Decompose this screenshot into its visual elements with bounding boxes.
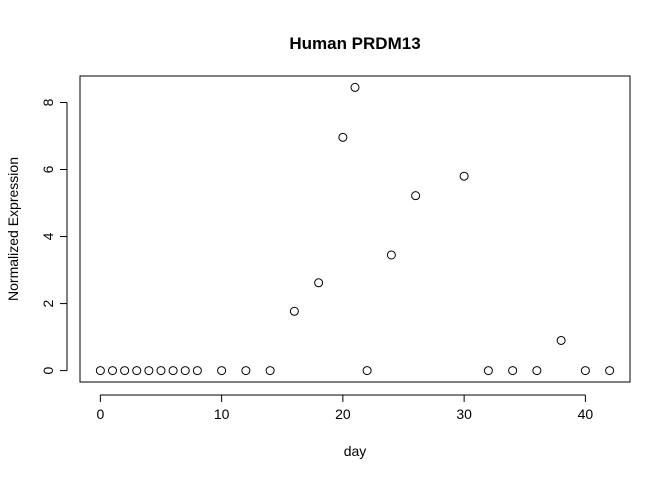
y-tick-label: 8	[40, 98, 56, 106]
x-axis: 0 10 20 30 40	[96, 394, 594, 422]
data-point	[168, 366, 178, 376]
x-tick-label: 10	[214, 406, 230, 422]
y-tick-label: 0	[40, 367, 56, 375]
data-point	[156, 366, 166, 376]
y-tick-label: 2	[40, 299, 56, 307]
data-point	[362, 366, 372, 376]
data-point	[314, 278, 324, 288]
y-tick-label: 6	[40, 165, 56, 173]
plot-frame	[79, 75, 631, 383]
data-points	[95, 82, 615, 376]
data-point	[289, 306, 299, 316]
x-tick-label: 40	[578, 406, 594, 422]
data-point	[180, 366, 190, 376]
data-point	[556, 335, 566, 345]
data-point	[338, 132, 348, 142]
data-point	[411, 191, 421, 201]
chart-title: Human PRDM13	[289, 34, 420, 53]
data-point	[95, 366, 105, 376]
x-tick-label: 20	[335, 406, 351, 422]
y-axis: 0 2 4 6 8	[40, 98, 68, 375]
x-tick-label: 0	[96, 406, 104, 422]
data-point	[532, 366, 542, 376]
data-point	[265, 366, 275, 376]
data-point	[508, 366, 518, 376]
data-point	[605, 366, 615, 376]
y-tick-label: 4	[40, 232, 56, 240]
data-point	[120, 366, 130, 376]
data-point	[107, 366, 117, 376]
data-point	[217, 366, 227, 376]
data-point	[386, 250, 396, 260]
data-point	[241, 366, 251, 376]
data-point	[144, 366, 154, 376]
data-point	[459, 171, 469, 181]
data-point	[132, 366, 142, 376]
data-point	[192, 366, 202, 376]
data-point	[580, 366, 590, 376]
x-tick-label: 30	[456, 406, 472, 422]
data-point	[350, 82, 360, 92]
y-axis-label: Normalized Expression	[5, 157, 21, 301]
x-axis-label: day	[344, 443, 367, 459]
data-point	[483, 366, 493, 376]
